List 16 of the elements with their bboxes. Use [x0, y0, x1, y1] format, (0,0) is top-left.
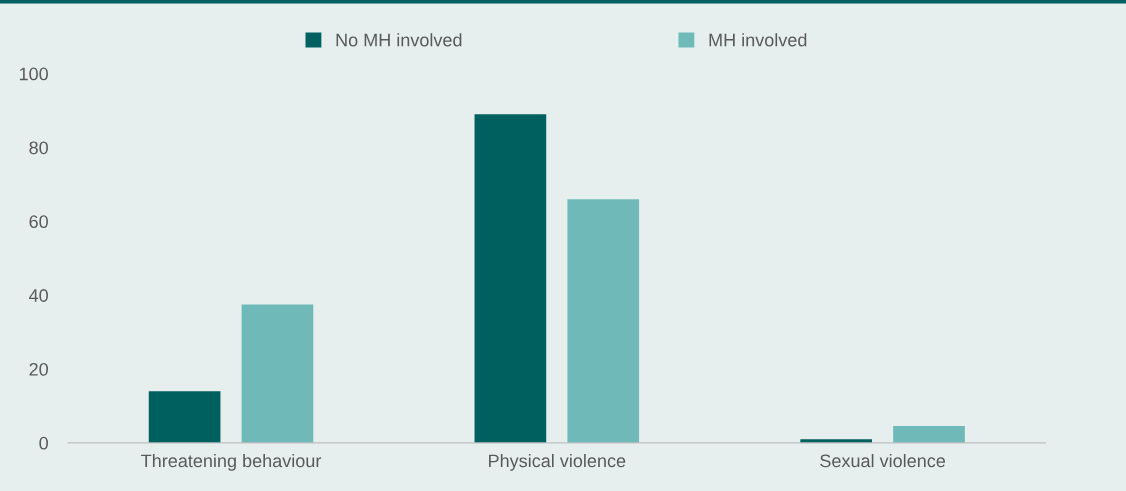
- bar: [474, 114, 547, 443]
- y-tick-label: 80: [29, 141, 48, 155]
- legend-label: MH involved: [709, 33, 807, 47]
- bar: [241, 304, 314, 443]
- y-tick-label: 0: [39, 436, 48, 450]
- bar: [893, 425, 965, 443]
- y-tick-label: 100: [19, 67, 48, 81]
- y-tick-label: 20: [29, 362, 48, 376]
- x-tick-label: Threatening behaviour: [141, 453, 322, 471]
- y-tick-label: 60: [29, 215, 48, 229]
- bar: [567, 199, 640, 443]
- x-tick-label: Physical violence: [489, 453, 626, 471]
- legend-label: No MH involved: [336, 33, 462, 47]
- bar: [148, 391, 221, 443]
- x-tick-label: Sexual violence: [820, 453, 946, 468]
- y-tick-label: 40: [29, 289, 48, 302]
